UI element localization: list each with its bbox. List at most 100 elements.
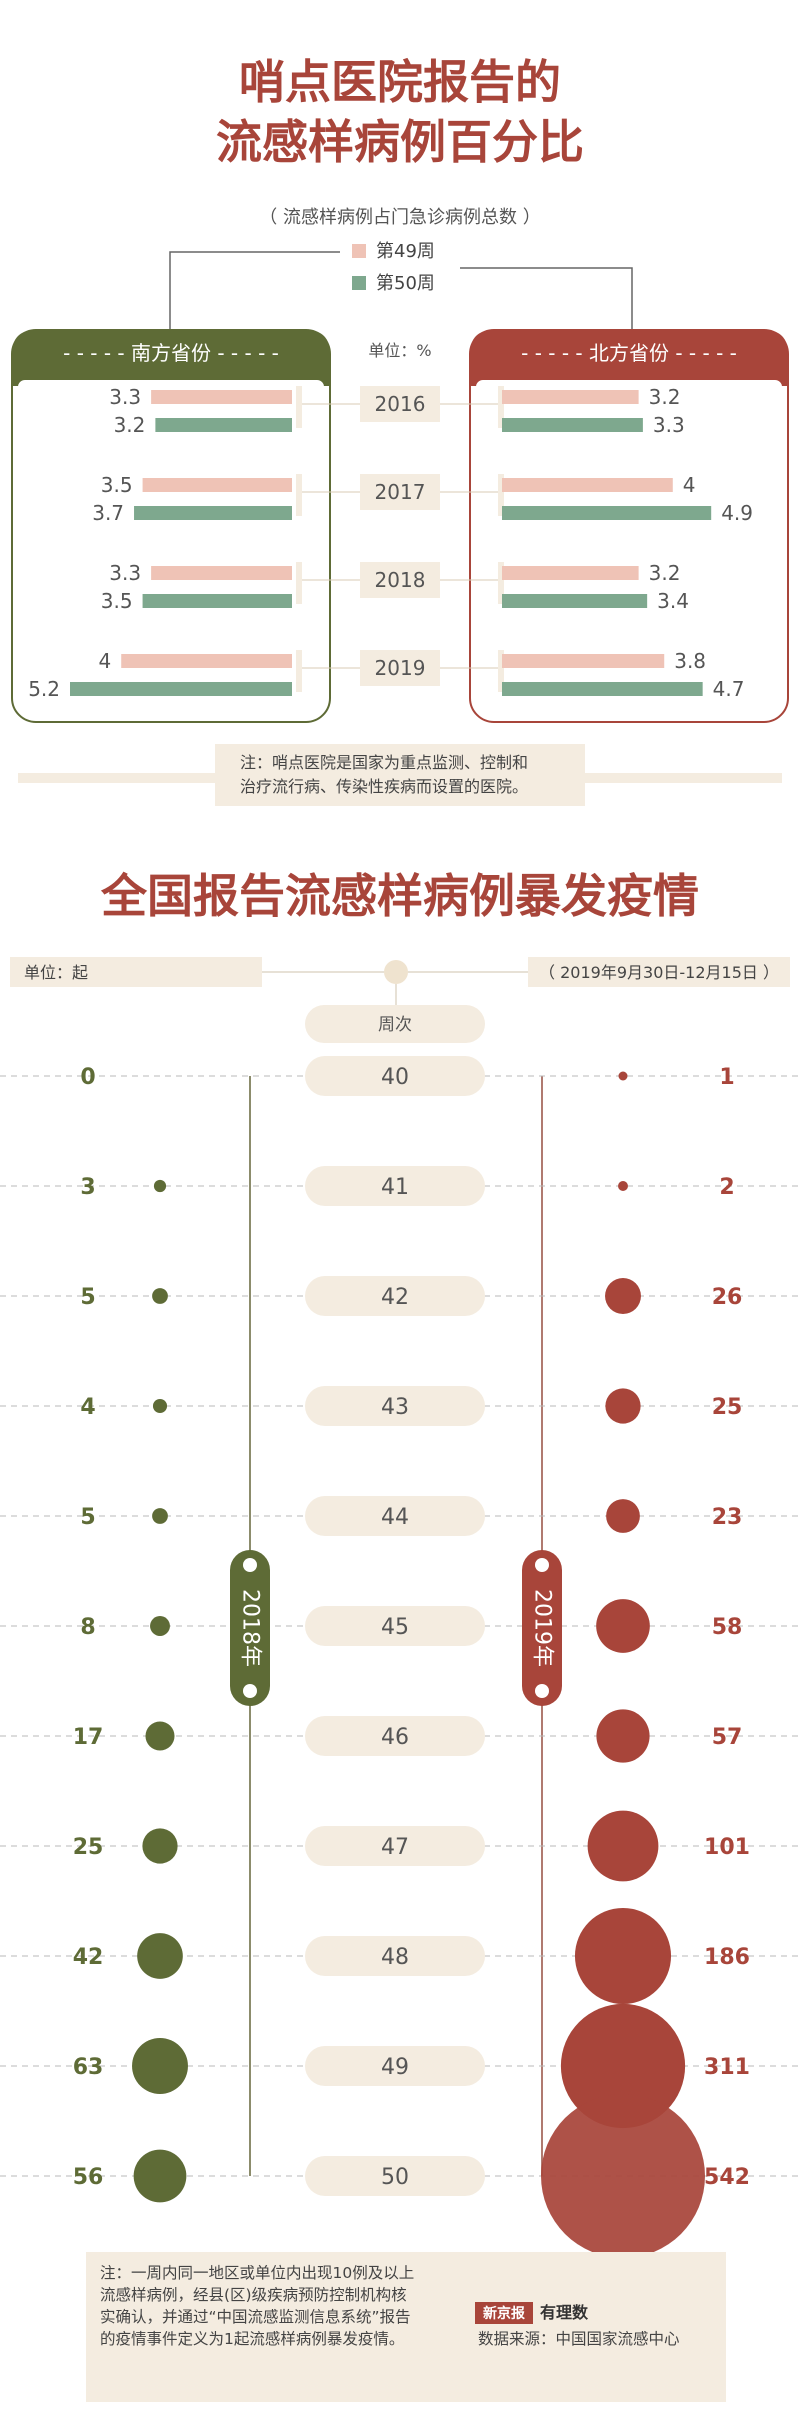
count-2019-week-41: 2: [719, 1175, 734, 1200]
axis-tab-left: [296, 650, 302, 692]
week-label-43: 43: [381, 1395, 409, 1420]
value-south-w49-2019: 4: [98, 649, 111, 673]
count-2018-week-42: 5: [80, 1285, 95, 1310]
count-2019-week-43: 25: [712, 1395, 743, 1420]
bubble-2018-week-45: [150, 1616, 170, 1636]
bar-north-w50-2017: [502, 506, 712, 520]
value-north-w49-2018: 3.2: [649, 561, 681, 585]
week-pill-49: [305, 2046, 485, 2086]
year-2018-label: 2018年: [238, 1589, 263, 1667]
week-pill-44: [305, 1496, 485, 1536]
week-pill-41: [305, 1166, 485, 1206]
bubble-2018-week-42: [152, 1288, 168, 1304]
count-2019-week-47: 101: [704, 1835, 750, 1860]
count-2018-week-45: 8: [80, 1615, 95, 1640]
value-north-w49-2016: 3.2: [649, 385, 681, 409]
brand-logo-block: [475, 2302, 533, 2324]
year-label-2016: 2016: [375, 392, 426, 416]
bubble-2019-week-43: [605, 1388, 641, 1424]
bar-north-w50-2016: [502, 418, 643, 432]
value-north-w50-2016: 3.3: [653, 413, 685, 437]
value-north-w49-2019: 3.8: [674, 649, 706, 673]
data-source: 数据来源：中国国家流感中心: [478, 2330, 680, 2348]
week-label-46: 46: [381, 1725, 409, 1750]
bubble-2019-week-42: [605, 1278, 641, 1314]
week-label-50: 50: [381, 2165, 409, 2190]
year-box-2018: [360, 562, 440, 598]
header-dot: [384, 960, 408, 984]
bar-north-w49-2017: [502, 478, 673, 492]
bubble-2019-week-45: [596, 1599, 650, 1653]
brand-sub: 有理数: [540, 2303, 589, 2322]
bubble-2019-week-46: [596, 1709, 650, 1763]
unit-label-count: 单位：起: [24, 963, 88, 982]
count-2019-week-48: 186: [704, 1945, 750, 1970]
note-box: [215, 744, 585, 806]
bar-south-w49-2016: [151, 390, 292, 404]
date-range-box: [528, 957, 790, 987]
bar-north-w50-2018: [502, 594, 648, 608]
axis-tab-right: [498, 474, 504, 516]
bar-south-w50-2017: [134, 506, 292, 520]
bar-north-w49-2019: [502, 654, 665, 668]
year-2018-pill-dot-bottom: [243, 1684, 257, 1698]
bottom-note-line: 的疫情事件定义为1起流感样病例暴发疫情。: [100, 2330, 404, 2348]
legend-label-week50: 第50周: [376, 273, 435, 294]
axis-tab-right: [498, 386, 504, 428]
year-2019-pill-dot-bottom: [535, 1684, 549, 1698]
panel-header-south: [12, 330, 330, 386]
count-2018-week-46: 17: [73, 1725, 104, 1750]
week-pill-45: [305, 1606, 485, 1646]
axis-tab-right: [498, 650, 504, 692]
bubble-2018-week-44: [152, 1508, 168, 1524]
year-box-2016: [360, 386, 440, 422]
bottom-note-box: [86, 2252, 726, 2402]
bar-south-w49-2019: [121, 654, 292, 668]
year-2019-label: 2019年: [530, 1589, 555, 1667]
bar-south-w50-2018: [142, 594, 292, 608]
bubble-2019-week-41: [618, 1181, 628, 1191]
value-north-w50-2019: 4.7: [713, 677, 745, 701]
bubble-2019-week-49: [560, 2003, 686, 2129]
year-2019-pill-dot-top: [535, 1558, 549, 1572]
axis-tab-left: [296, 562, 302, 604]
bar-south-w49-2017: [142, 478, 292, 492]
axis-tab-right: [498, 562, 504, 604]
bar-north-w50-2019: [502, 682, 703, 696]
bubble-2018-week-48: [137, 1933, 183, 1979]
year-label-2018: 2018: [375, 568, 426, 592]
year-box-2019: [360, 650, 440, 686]
note-text-line: 注：哨点医院是国家为重点监测、控制和: [240, 753, 528, 772]
bubble-2019-week-48: [574, 1907, 672, 2005]
unit-label-percent: 单位：%: [368, 341, 431, 360]
panel-title-south: - - - - - 南方省份 - - - - -: [63, 341, 279, 365]
week-pill-40: [305, 1056, 485, 1096]
bar-south-w49-2018: [151, 566, 292, 580]
bottom-note-line: 注：一周内同一地区或单位内出现10例及以上: [100, 2264, 414, 2282]
week-pill-43: [305, 1386, 485, 1426]
bubble-2018-week-41: [153, 1179, 167, 1193]
week-label-42: 42: [381, 1285, 409, 1310]
bubble-2018-week-50: [133, 2149, 187, 2203]
value-south-w49-2017: 3.5: [101, 473, 133, 497]
chart-title-line1: 哨点医院报告的: [239, 55, 561, 109]
chart-subtitle: （ 流感样病例占门急诊病例总数 ）: [259, 207, 540, 228]
count-2018-week-47: 25: [73, 1835, 104, 1860]
count-2018-week-44: 5: [80, 1505, 95, 1530]
chart-title-line2: 流感样病例百分比: [216, 115, 584, 169]
bar-south-w50-2016: [155, 418, 292, 432]
year-label-2019: 2019: [375, 656, 426, 680]
week-pill-47: [305, 1826, 485, 1866]
panel-header-north: [470, 330, 788, 386]
chart2-title: 全国报告流感样病例暴发疫情: [100, 869, 699, 923]
count-2019-week-46: 57: [712, 1725, 743, 1750]
year-box-2017: [360, 474, 440, 510]
count-2019-week-49: 311: [704, 2055, 750, 2080]
week-label-45: 45: [381, 1615, 409, 1640]
count-2019-week-40: 1: [719, 1065, 734, 1090]
year-label-2017: 2017: [375, 480, 426, 504]
value-north-w49-2017: 4: [683, 473, 696, 497]
value-south-w50-2017: 3.7: [92, 501, 124, 525]
value-north-w50-2017: 4.9: [721, 501, 753, 525]
panel-title-north: - - - - - 北方省份 - - - - -: [521, 341, 737, 365]
